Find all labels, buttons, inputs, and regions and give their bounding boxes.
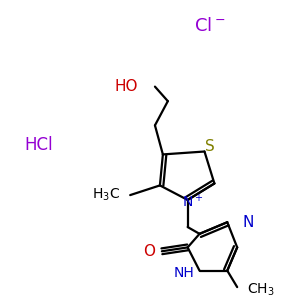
Text: NH: NH bbox=[174, 266, 195, 280]
Text: N$^+$: N$^+$ bbox=[182, 193, 203, 211]
Text: O: O bbox=[143, 244, 155, 259]
Text: N: N bbox=[242, 215, 254, 230]
Text: Cl$^-$: Cl$^-$ bbox=[194, 16, 225, 34]
Text: HO: HO bbox=[115, 79, 138, 94]
Text: HCl: HCl bbox=[25, 136, 53, 154]
Text: S: S bbox=[205, 139, 214, 154]
Text: H$_3$C: H$_3$C bbox=[92, 187, 120, 203]
Text: CH$_3$: CH$_3$ bbox=[247, 282, 275, 298]
